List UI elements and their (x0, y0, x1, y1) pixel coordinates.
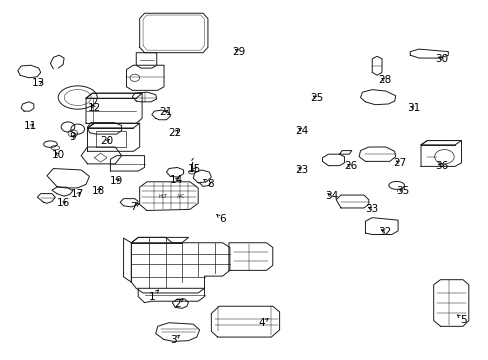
Text: 16: 16 (57, 198, 70, 208)
Text: 9: 9 (69, 132, 76, 142)
Text: 30: 30 (434, 54, 447, 64)
Text: 28: 28 (378, 75, 391, 85)
Text: 24: 24 (295, 126, 308, 135)
Text: 19: 19 (110, 176, 123, 186)
Text: HLT: HLT (158, 194, 167, 199)
Text: 26: 26 (344, 161, 357, 171)
Text: 14: 14 (169, 175, 183, 185)
Text: 32: 32 (378, 227, 391, 237)
Text: 3: 3 (170, 334, 180, 345)
Text: 2: 2 (174, 298, 183, 309)
Text: A/C: A/C (177, 194, 185, 199)
Text: 25: 25 (309, 93, 323, 103)
Text: 20: 20 (100, 136, 113, 146)
Text: 33: 33 (365, 204, 378, 215)
Text: 22: 22 (168, 129, 182, 138)
Text: 8: 8 (203, 179, 213, 189)
Text: 13: 13 (32, 78, 45, 88)
Text: 1: 1 (148, 290, 158, 302)
Text: 12: 12 (87, 103, 101, 113)
Text: 11: 11 (24, 121, 38, 131)
Text: 31: 31 (407, 103, 420, 113)
Text: 27: 27 (392, 158, 406, 168)
Bar (96, 131, 126, 147)
Text: 10: 10 (52, 150, 65, 160)
Text: 6: 6 (216, 214, 225, 224)
Text: 35: 35 (396, 186, 409, 197)
Text: 23: 23 (295, 165, 308, 175)
Text: 7: 7 (130, 202, 139, 212)
Text: 15: 15 (188, 164, 201, 174)
Text: 21: 21 (159, 107, 172, 117)
Text: 4: 4 (258, 319, 267, 328)
Text: 17: 17 (71, 189, 84, 199)
Text: 36: 36 (434, 161, 447, 171)
Text: 29: 29 (231, 46, 245, 57)
Text: 18: 18 (91, 186, 104, 196)
Text: 5: 5 (456, 315, 466, 325)
Text: 34: 34 (324, 191, 337, 201)
